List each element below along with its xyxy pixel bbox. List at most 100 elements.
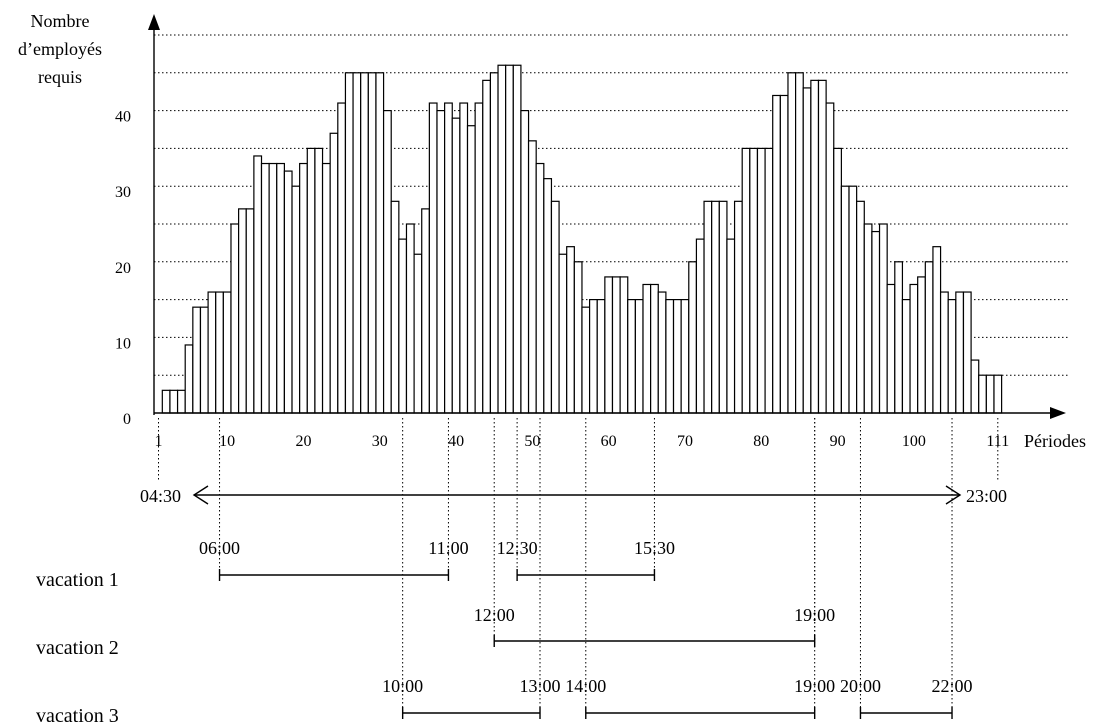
bar: [566, 246, 575, 414]
segment-end-time: 22:00: [932, 676, 973, 696]
bar: [222, 291, 232, 414]
bar: [505, 64, 514, 414]
bar: [459, 102, 469, 414]
right-arrow-icon: [945, 485, 962, 505]
time-range-start: 04:30: [140, 486, 181, 506]
y-axis-title-line-1: Nombre: [31, 11, 90, 31]
bar: [756, 147, 766, 414]
segment-end-time: 11:00: [428, 538, 468, 558]
bar: [283, 170, 293, 414]
period-guide-lines: [158, 418, 999, 713]
x-tick-label: 80: [753, 433, 769, 450]
segment-end-time: 13:00: [519, 676, 560, 696]
bar: [833, 147, 842, 414]
bar: [878, 223, 888, 414]
bar: [245, 208, 255, 414]
segment-end-time: 19:00: [794, 676, 835, 696]
x-axis-title: Périodes: [1024, 431, 1086, 451]
bar: [550, 200, 560, 414]
bar: [596, 299, 606, 414]
bar: [817, 79, 827, 414]
y-tick-label: 10: [115, 335, 131, 352]
bar: [299, 162, 308, 414]
bar: [787, 72, 797, 414]
bar: [581, 306, 591, 414]
bar: [238, 208, 247, 414]
tick-labels: 0 10 20 30 40 1 10 20 30 40 50 60 70 80 90 100 111: [115, 109, 1009, 450]
bar: [215, 291, 224, 414]
bar: [634, 299, 644, 414]
bar: [810, 79, 820, 414]
bar: [741, 147, 751, 414]
bar: [352, 72, 362, 414]
bar: [421, 208, 430, 414]
bar: [825, 102, 835, 414]
bar: [360, 72, 369, 414]
bar: [779, 94, 789, 414]
bar: [398, 238, 408, 414]
bar: [795, 72, 804, 414]
bar: [199, 306, 209, 414]
x-tick-label: 50: [524, 433, 540, 450]
y-axis-title: Nombre d’employés requis: [18, 11, 102, 87]
bar: [436, 109, 446, 414]
time-range-end: 23:00: [966, 486, 1007, 506]
bar: [726, 238, 736, 414]
x-tick-label: 70: [677, 433, 693, 450]
x-tick-label: 100: [902, 433, 926, 450]
bar: [650, 283, 659, 414]
segment-start-time: 12:00: [474, 605, 515, 625]
bar: [909, 283, 919, 414]
bar: [733, 200, 743, 414]
bar: [657, 291, 667, 414]
bar: [627, 299, 636, 414]
bar: [230, 223, 240, 414]
x-tick-label: 10: [219, 433, 235, 450]
bar: [886, 283, 896, 414]
bar: [192, 306, 202, 414]
bar: [932, 246, 942, 414]
segment-start-time: 06:00: [199, 538, 240, 558]
bar: [840, 185, 850, 414]
bar: [894, 261, 904, 414]
bar: [337, 102, 347, 414]
bar: [367, 72, 377, 414]
segment-end-time: 19:00: [794, 605, 835, 625]
bar: [306, 147, 316, 414]
bar: [917, 276, 926, 414]
vacations: vacation 1 06:00 11:00 12:30 15:30 vacation 2…: [36, 538, 973, 726]
bar: [444, 102, 453, 414]
bars: [161, 64, 1003, 414]
bar: [863, 223, 873, 414]
bar: [207, 291, 217, 414]
bar: [901, 299, 911, 414]
bar: [512, 64, 522, 414]
bar: [955, 291, 965, 414]
x-tick-label: 90: [830, 433, 846, 450]
bar: [413, 253, 423, 414]
x-tick-label: 30: [372, 433, 388, 450]
bar: [344, 72, 354, 414]
bar: [711, 200, 720, 414]
bar: [772, 94, 781, 414]
bar: [604, 276, 614, 414]
segment-start-time: 20:00: [840, 676, 881, 696]
bar: [703, 200, 713, 414]
y-axis-title-line-2: d’employés: [18, 39, 102, 59]
bar: [543, 178, 553, 414]
bar: [520, 109, 530, 414]
segment-start-time: 10:00: [382, 676, 423, 696]
bar: [482, 79, 492, 414]
vacation-label: vacation 2: [36, 637, 119, 659]
time-range: 04:30 23:00: [140, 485, 1007, 506]
bar: [848, 185, 858, 414]
x-tick-label: 60: [601, 433, 617, 450]
bar: [268, 162, 278, 414]
bar: [962, 291, 972, 414]
y-tick-label: 20: [115, 260, 131, 277]
bar: [970, 359, 980, 414]
bar: [764, 147, 774, 414]
bar: [695, 238, 705, 414]
bar: [428, 102, 438, 414]
vacation-label: vacation 3: [36, 705, 119, 726]
